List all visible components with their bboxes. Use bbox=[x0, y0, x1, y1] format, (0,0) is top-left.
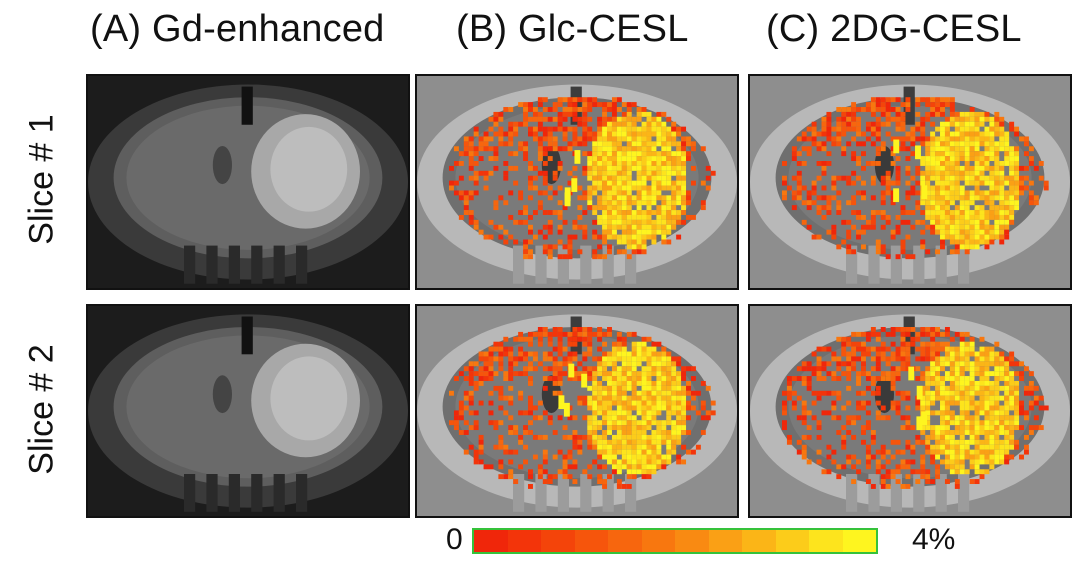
brain-image-2dg-slice-1 bbox=[750, 76, 1070, 288]
brain-image-glc-slice-1 bbox=[417, 76, 737, 288]
colorbar-segment bbox=[708, 530, 742, 552]
colorbar-segment bbox=[608, 530, 642, 552]
brain-image-glc-slice-2 bbox=[417, 306, 737, 516]
panel-glc-cesl-slice-1 bbox=[415, 74, 739, 290]
colorbar-segment bbox=[809, 530, 843, 552]
column-title-gd-enhanced: (A) Gd-enhanced bbox=[90, 8, 385, 50]
panel-glc-cesl-slice-2 bbox=[415, 304, 739, 518]
colorbar-segment bbox=[742, 530, 776, 552]
colorbar-segment bbox=[641, 530, 675, 552]
colorbar-segment bbox=[574, 530, 608, 552]
colorbar-max-label: 4% bbox=[912, 523, 956, 556]
column-title-glc-cesl: (B) Glc-CESL bbox=[456, 8, 689, 50]
panel-gd-enhanced-slice-2 bbox=[86, 304, 410, 518]
colorbar-segment bbox=[675, 530, 709, 552]
colorbar-segment bbox=[507, 530, 541, 552]
colorbar-segment bbox=[541, 530, 575, 552]
panel-2dg-cesl-slice-2 bbox=[748, 304, 1072, 518]
colorbar-min-label: 0 bbox=[446, 523, 463, 556]
row-label-slice-1: Slice # 1 bbox=[22, 114, 61, 245]
brain-image-2dg-slice-2 bbox=[750, 306, 1070, 516]
colorbar bbox=[472, 528, 878, 554]
column-title-2dg-cesl: (C) 2DG-CESL bbox=[766, 8, 1022, 50]
panel-2dg-cesl-slice-1 bbox=[748, 74, 1072, 290]
colorbar-segment bbox=[842, 530, 876, 552]
colorbar-segment bbox=[474, 530, 508, 552]
colorbar-segment bbox=[775, 530, 809, 552]
brain-image-gd-slice-1 bbox=[88, 76, 408, 288]
panel-gd-enhanced-slice-1 bbox=[86, 74, 410, 290]
brain-image-gd-slice-2 bbox=[88, 306, 408, 516]
row-label-slice-2: Slice # 2 bbox=[22, 344, 61, 475]
